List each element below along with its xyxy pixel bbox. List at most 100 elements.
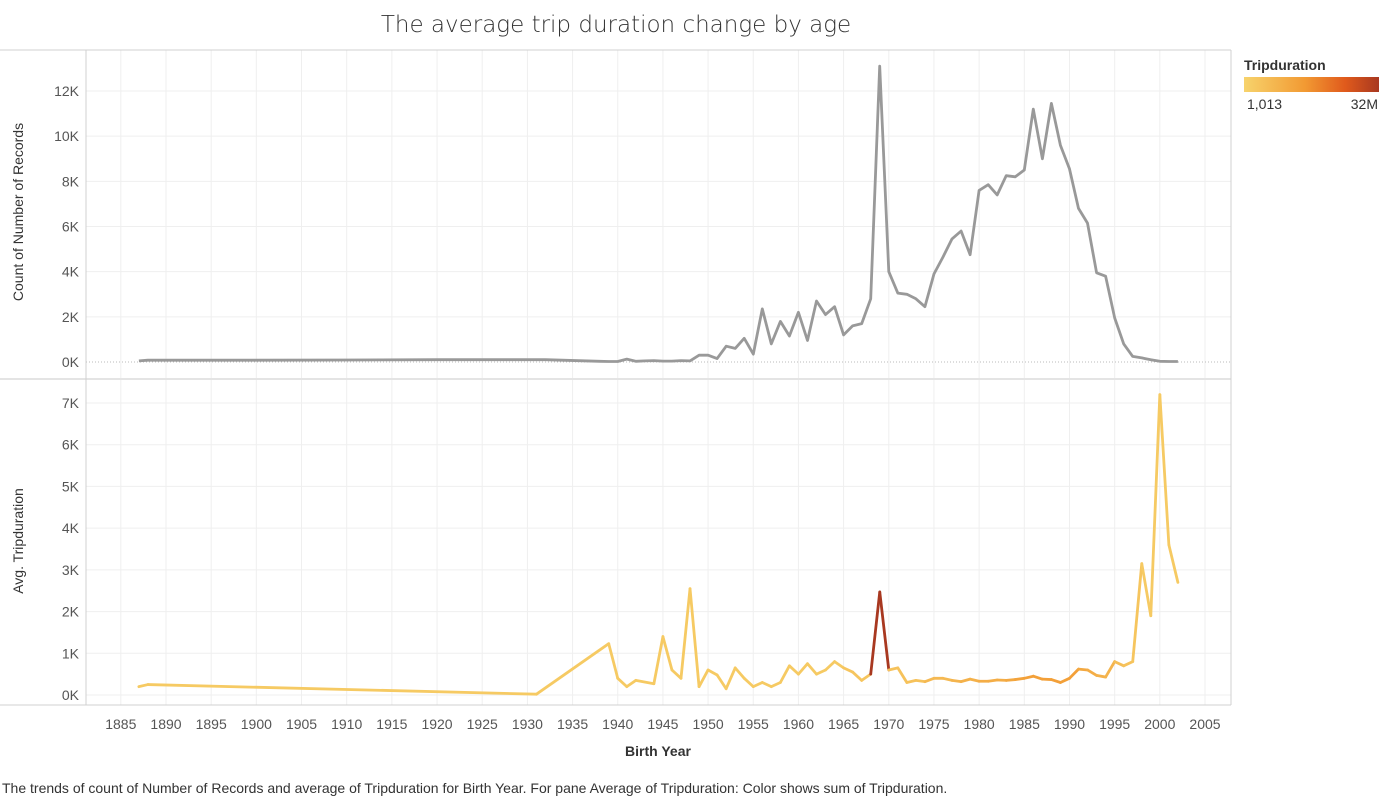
tripduration-series-segment (1013, 676, 1026, 681)
tripduration-series-segment (914, 679, 927, 684)
top-y-tick-label: 6K (62, 219, 80, 235)
bottom-y-tick-label: 5K (62, 478, 80, 494)
tripduration-series-segment (715, 673, 728, 691)
x-tick-label: 1915 (376, 716, 407, 732)
pane-frames (0, 49, 1232, 706)
x-axis-title: Birth Year (625, 743, 691, 759)
tripduration-series-segment (1158, 393, 1171, 547)
legend-min-label: 1,013 (1247, 96, 1282, 112)
tripduration-series-segment (1050, 678, 1062, 684)
tripduration-series-segment (950, 679, 963, 684)
top-y-tick-label: 4K (62, 264, 80, 280)
tripduration-series-segment (1031, 674, 1044, 681)
tripduration-series-segment (968, 677, 981, 683)
tripduration-series-segment (959, 677, 972, 684)
tripduration-pane: 0K 1K 2K 3K 4K 5K 6K 7K (62, 393, 1180, 703)
x-tick-label: 1975 (918, 716, 949, 732)
tripduration-series-segment (1095, 673, 1108, 679)
grid-layer (86, 50, 1231, 705)
x-tick-label: 1950 (693, 716, 724, 732)
bottom-y-tick-label: 3K (62, 562, 80, 578)
tripduration-series-segment (1104, 660, 1117, 679)
x-tick-label: 1920 (421, 716, 452, 732)
tripduration-series-segment (706, 668, 719, 677)
tripduration-series-segment (652, 635, 665, 686)
top-y-tick-label: 8K (62, 173, 80, 189)
tripduration-series-segment (1077, 667, 1089, 672)
x-tick-label: 1970 (873, 716, 904, 732)
tripduration-series-segment (860, 672, 873, 682)
records-pane: 0K 2K 4K 6K 8K 10K 12K (54, 64, 1178, 370)
bottom-y-tick-label: 2K (62, 604, 80, 620)
tripduration-series-segment (1149, 393, 1162, 618)
x-tick-label: 1895 (196, 716, 227, 732)
x-tick-label: 1995 (1099, 716, 1130, 732)
tripduration-series-segment (661, 635, 674, 672)
tripduration-series-segment (1004, 678, 1017, 682)
top-y-tick-label: 0K (62, 354, 80, 370)
x-axis: 1885 1890 1895 1900 1905 1910 1915 1920 1925 1930… (105, 716, 1221, 732)
records-series-line (138, 64, 1178, 363)
tripduration-series-segment (607, 642, 620, 680)
x-tick-label: 1925 (467, 716, 498, 732)
tripduration-series-segment (634, 679, 656, 686)
tripduration-series-segment (806, 662, 818, 676)
bottom-y-tick-label: 6K (62, 437, 80, 453)
bottom-y-tick-label: 4K (62, 520, 80, 536)
tripduration-series-segment (535, 642, 611, 696)
top-y-tick-label: 2K (62, 309, 80, 325)
x-tick-label: 1960 (783, 716, 814, 732)
bottom-y-tick-label: 1K (62, 645, 80, 661)
tripduration-series-segment (733, 666, 746, 680)
tripduration-series-segment (797, 662, 809, 676)
tripduration-series-segment (1131, 562, 1144, 664)
tripduration-series-segment (724, 666, 737, 691)
x-tick-label: 1990 (1054, 716, 1085, 732)
tripduration-series-segment (833, 660, 846, 670)
tripduration-series-segment (137, 683, 150, 689)
tripduration-series-segment (760, 681, 773, 689)
top-y-axis-title: Count of Number of Records (10, 123, 26, 301)
top-y-tick-label: 12K (54, 83, 80, 99)
x-tick-label: 1885 (105, 716, 136, 732)
x-tick-label: 1890 (150, 716, 181, 732)
tripduration-series-segment (751, 681, 764, 689)
x-tick-label: 1965 (828, 716, 859, 732)
tripduration-series-segment (878, 590, 891, 672)
x-tick-label: 1985 (1009, 716, 1040, 732)
tripduration-series-segment (742, 676, 755, 689)
bottom-y-tick-label: 7K (62, 395, 80, 411)
tripduration-series-segment (824, 660, 836, 672)
tripduration-series-segment (788, 664, 800, 676)
tripduration-series-segment (146, 683, 538, 696)
x-tick-label: 1930 (512, 716, 543, 732)
chart-title: The average trip duration change by age (381, 12, 851, 38)
tripduration-series-segment (1086, 668, 1098, 677)
tripduration-series-segment (616, 676, 629, 689)
tripduration-series-segment (1167, 543, 1180, 584)
tripduration-series-segment (670, 668, 683, 680)
legend-title: Tripduration (1244, 57, 1326, 73)
x-tick-label: 1945 (647, 716, 678, 732)
top-y-tick-label: 10K (54, 128, 80, 144)
x-tick-label: 1900 (241, 716, 272, 732)
tripduration-series-segment (851, 670, 864, 682)
tripduration-series-segment (905, 679, 918, 684)
tripduration-series-segment (923, 676, 936, 684)
legend-color-ramp (1244, 77, 1379, 92)
color-legend: Tripduration 1,013 32M (1244, 57, 1379, 112)
tripduration-series-segment (1068, 667, 1080, 680)
legend-max-label: 32M (1351, 96, 1378, 112)
x-tick-label: 1905 (286, 716, 317, 732)
bottom-y-tick-label: 0K (62, 687, 80, 703)
tripduration-series-segment (769, 681, 782, 689)
tripduration-series-segment (842, 666, 855, 674)
tripduration-series-segment (1113, 660, 1126, 668)
tripduration-series-segment (697, 668, 710, 689)
x-tick-label: 1940 (602, 716, 633, 732)
bottom-y-axis-title: Avg. Tripduration (10, 488, 26, 594)
tripduration-series-segment (679, 587, 692, 680)
tripduration-series-segment (778, 664, 791, 684)
chart-caption: The trends of count of Number of Records… (2, 780, 947, 796)
